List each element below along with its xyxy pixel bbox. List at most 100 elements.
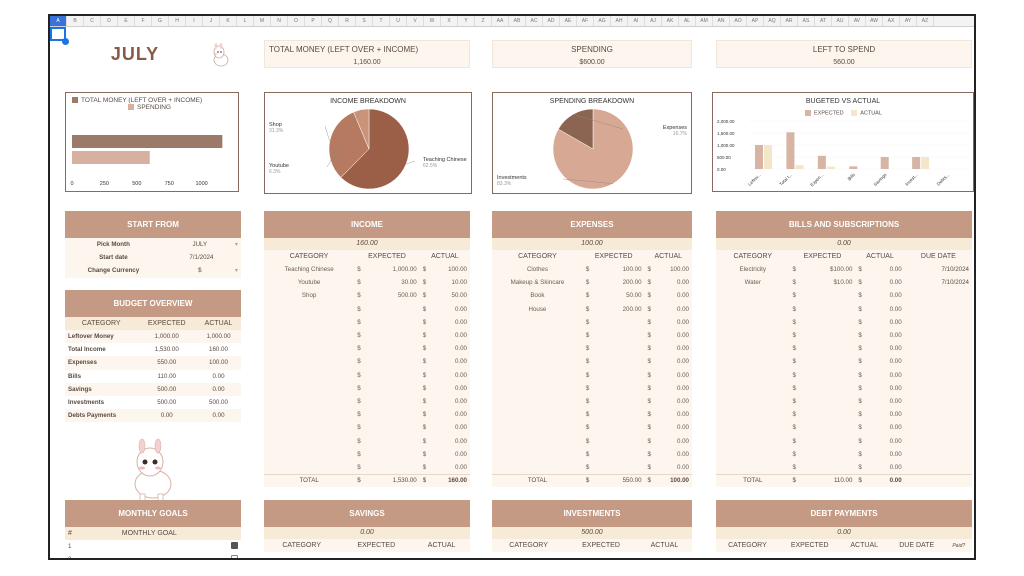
column-header[interactable]: C	[84, 16, 101, 26]
category-cell[interactable]	[716, 395, 790, 408]
actual-cell[interactable]: 0.00	[454, 305, 467, 313]
due-date-cell[interactable]	[905, 355, 972, 368]
bar[interactable]	[72, 135, 223, 148]
expected-cell[interactable]	[364, 342, 420, 355]
actual-cell[interactable]: 0.00	[454, 358, 467, 366]
category-cell[interactable]: Shop	[301, 292, 317, 300]
category-cell[interactable]	[264, 421, 354, 434]
category-cell[interactable]	[264, 316, 354, 329]
expected-cell[interactable]	[799, 289, 855, 302]
column-header[interactable]: X	[441, 16, 458, 26]
column-header[interactable]: AU	[832, 16, 849, 26]
actual-cell[interactable]: 0.00	[676, 305, 689, 313]
actual-cell[interactable]: 0.00	[454, 318, 467, 326]
actual-cell[interactable]: 0.00	[676, 332, 689, 340]
column-header[interactable]: H	[169, 16, 186, 26]
value-cell[interactable]: 500.00	[157, 385, 177, 393]
column-header[interactable]: M	[254, 16, 271, 26]
expected-cell[interactable]: $100.00	[830, 266, 853, 274]
column-header[interactable]: AJ	[645, 16, 662, 26]
column-header[interactable]: AD	[543, 16, 560, 26]
category-cell[interactable]	[264, 342, 354, 355]
value-cell[interactable]: 1,000.00	[206, 333, 231, 341]
column-header[interactable]: K	[220, 16, 237, 26]
category-cell[interactable]	[492, 369, 583, 382]
column-header[interactable]: W	[424, 16, 441, 26]
expected-cell[interactable]	[799, 382, 855, 395]
value-cell[interactable]: 0.00	[212, 412, 225, 420]
column-header[interactable]: O	[288, 16, 305, 26]
column-header[interactable]: AM	[696, 16, 713, 26]
actual-cell[interactable]: 0.00	[889, 358, 902, 366]
spending-breakdown-chart[interactable]: SPENDING BREAKDOWN Investments 83.3% Expen…	[492, 92, 692, 194]
category-cell[interactable]: Bills	[68, 372, 82, 380]
expected-cell[interactable]	[592, 421, 644, 434]
due-date-cell[interactable]	[905, 408, 972, 421]
bar[interactable]	[849, 166, 858, 169]
column-header[interactable]: AO	[730, 16, 747, 26]
bar[interactable]	[786, 132, 795, 169]
actual-cell[interactable]: 0.00	[889, 463, 902, 471]
category-cell[interactable]	[264, 329, 354, 342]
column-header[interactable]: AV	[849, 16, 866, 26]
actual-cell[interactable]: 0.00	[454, 397, 467, 405]
due-date-cell[interactable]	[905, 448, 972, 461]
category-cell[interactable]: Total Income	[68, 346, 106, 354]
category-cell[interactable]	[264, 395, 354, 408]
expected-cell[interactable]	[799, 395, 855, 408]
column-header[interactable]: AB	[509, 16, 526, 26]
due-date-cell[interactable]	[905, 303, 972, 316]
column-header[interactable]: S	[356, 16, 373, 26]
value-cell[interactable]: 100.00	[209, 359, 228, 367]
actual-cell[interactable]: 0.00	[889, 397, 902, 405]
expected-cell[interactable]	[592, 329, 644, 342]
value-cell[interactable]: 0.00	[212, 385, 225, 393]
category-cell[interactable]	[716, 408, 790, 421]
field-value[interactable]: JULY ▾	[162, 238, 241, 251]
category-cell[interactable]	[716, 342, 790, 355]
field-value[interactable]: 7/1/2024	[162, 251, 241, 264]
category-cell[interactable]	[716, 316, 790, 329]
column-header[interactable]: Q	[322, 16, 339, 26]
expected-cell[interactable]	[592, 382, 644, 395]
due-date-cell[interactable]	[905, 461, 972, 474]
actual-cell[interactable]: 100.00	[448, 266, 467, 274]
actual-cell[interactable]: 0.00	[676, 371, 689, 379]
expected-cell[interactable]	[364, 395, 420, 408]
goal-text[interactable]	[85, 553, 214, 558]
budgeted-vs-actual-chart[interactable]: BUGETED VS ACTUAL EXPECTED ACTUAL 2,000.…	[712, 92, 974, 192]
expected-cell[interactable]	[799, 434, 855, 447]
value-cell[interactable]: 550.00	[157, 359, 177, 367]
actual-cell[interactable]: 0.00	[676, 358, 689, 366]
category-cell[interactable]: Teaching Chinese	[284, 266, 334, 274]
category-cell[interactable]	[492, 342, 583, 355]
cell-selection[interactable]	[50, 27, 66, 41]
column-header[interactable]: E	[118, 16, 135, 26]
bar[interactable]	[795, 165, 804, 169]
actual-cell[interactable]: 0.00	[889, 384, 902, 392]
actual-cell[interactable]: 0.00	[454, 371, 467, 379]
actual-cell[interactable]: 0.00	[676, 437, 689, 445]
actual-cell[interactable]: 0.00	[889, 332, 902, 340]
pie-slice[interactable]	[328, 111, 370, 178]
goal-text[interactable]	[85, 540, 214, 553]
value-cell[interactable]: 0.00	[160, 412, 173, 420]
goal-checkbox-cell[interactable]	[214, 540, 241, 553]
category-cell[interactable]: Clothes	[526, 266, 548, 274]
column-header[interactable]: AY	[900, 16, 917, 26]
actual-cell[interactable]: 0.00	[454, 463, 467, 471]
expected-cell[interactable]	[799, 303, 855, 316]
category-cell[interactable]	[492, 434, 583, 447]
actual-cell[interactable]: 0.00	[676, 292, 689, 300]
category-cell[interactable]	[716, 355, 790, 368]
expected-cell[interactable]	[799, 329, 855, 342]
category-cell[interactable]	[264, 434, 354, 447]
due-date-cell[interactable]	[905, 434, 972, 447]
expected-cell[interactable]: 500.00	[397, 292, 417, 300]
expected-cell[interactable]	[799, 461, 855, 474]
value-cell[interactable]: 110.00	[157, 372, 176, 380]
column-header[interactable]: AC	[526, 16, 543, 26]
actual-cell[interactable]: 0.00	[889, 266, 902, 274]
column-header[interactable]: U	[390, 16, 407, 26]
category-cell[interactable]	[264, 355, 354, 368]
